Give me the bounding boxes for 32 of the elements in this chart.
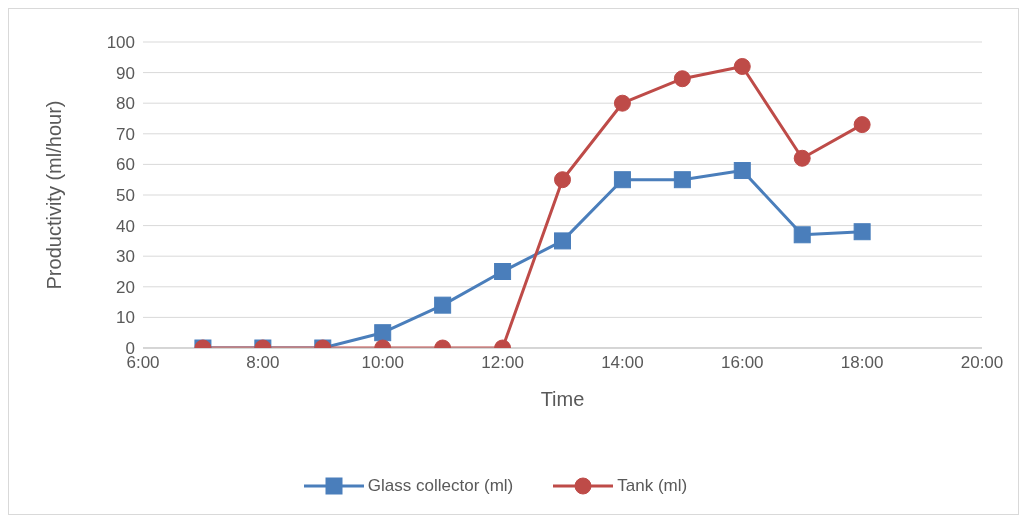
point — [853, 116, 871, 134]
y-tick-label: 20 — [116, 277, 135, 297]
x-tick-label: 18:00 — [840, 353, 884, 373]
legend-label: Tank (ml) — [617, 476, 688, 496]
point — [554, 232, 571, 250]
y-axis-title: Productivity (ml/hour) — [43, 100, 66, 290]
x-tick-label: 8:00 — [246, 353, 280, 373]
y-tick-label: 30 — [116, 247, 135, 267]
x-tick-label: 12:00 — [481, 353, 524, 373]
y-tick-label: 90 — [116, 63, 135, 83]
point — [793, 226, 811, 244]
point — [673, 70, 691, 88]
x-tick-label: 20:00 — [960, 353, 1004, 373]
y-tick-label: 60 — [116, 155, 135, 175]
legend-label: Glass collector (ml) — [367, 476, 514, 496]
point — [853, 223, 871, 241]
x-axis-title: Time — [540, 388, 585, 410]
point — [613, 94, 631, 112]
y-tick-label: 100 — [106, 33, 135, 53]
x-tick-label: 10:00 — [361, 353, 404, 373]
point — [613, 171, 631, 189]
x-tick-label: 16:00 — [721, 353, 764, 373]
y-tick-label: 10 — [116, 308, 135, 328]
point — [733, 162, 751, 180]
y-tick-label: 80 — [116, 94, 135, 114]
y-tick-label: 70 — [116, 124, 135, 144]
point — [673, 171, 691, 189]
x-tick-label: 14:00 — [601, 353, 644, 373]
y-tick-label: 50 — [116, 186, 135, 206]
point — [793, 149, 811, 167]
point — [554, 171, 571, 189]
y-tick-label: 40 — [116, 216, 135, 236]
